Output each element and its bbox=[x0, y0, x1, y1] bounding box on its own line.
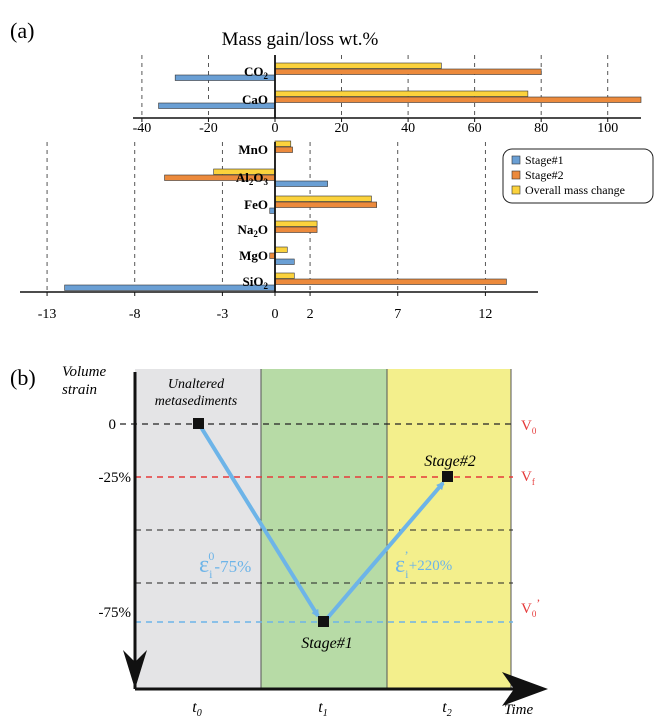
v-label-vf: Vf bbox=[521, 469, 535, 487]
y-tick-minus25: -25% bbox=[99, 470, 132, 486]
x-axis-label: Time bbox=[504, 702, 534, 717]
point-stage1 bbox=[318, 616, 329, 627]
bottom-category-label-2: FeO bbox=[244, 197, 268, 212]
top-tick-label-7: 100 bbox=[597, 121, 618, 136]
top-bar-1-series-1 bbox=[274, 96, 642, 103]
panel-b-label: (b) bbox=[10, 365, 36, 390]
v-label-v0-prime: V0’ bbox=[521, 596, 540, 619]
bottom-bar-4-series-0 bbox=[274, 258, 295, 265]
legend-label-stage1: Stage#1 bbox=[525, 153, 564, 167]
top-tick-label-5: 60 bbox=[468, 121, 482, 136]
stage2-label: Stage#2 bbox=[424, 453, 476, 470]
x-tick-t2: t2 bbox=[442, 699, 451, 717]
point-stage2 bbox=[442, 471, 453, 482]
arrow-stage1-to-stage2 bbox=[322, 481, 445, 624]
zone-label-line2: metasediments bbox=[155, 394, 238, 409]
top-tick-label-6: 80 bbox=[534, 121, 548, 136]
top-category-label-0: CO2 bbox=[244, 64, 269, 81]
x-tick-t0: t0 bbox=[192, 699, 201, 717]
bottom-category-label-1: Al2O3 bbox=[236, 170, 269, 187]
panel-a-label: (a) bbox=[10, 18, 34, 43]
legend-swatch-stage1 bbox=[511, 155, 521, 165]
bottom-bar-1-series-0 bbox=[274, 180, 328, 187]
legend-label-stage2: Stage#2 bbox=[525, 168, 564, 182]
arrow1-strain-label: εi0-75% bbox=[199, 549, 251, 581]
top-tick-label-3: 20 bbox=[335, 121, 349, 136]
legend-box bbox=[502, 148, 654, 204]
legend-swatch-stage2 bbox=[511, 170, 521, 180]
top-bar-chart: -40 -20 0 20 40 60 80 100 CO2 CaO bbox=[133, 55, 642, 136]
bottom-category-label-3: Na2O bbox=[237, 222, 268, 239]
top-bar-0-series-1 bbox=[274, 68, 542, 75]
top-tick-label-4: 40 bbox=[401, 121, 415, 136]
bottom-tick-label-6: 12 bbox=[478, 307, 492, 322]
bottom-tick-label-5: 7 bbox=[394, 307, 401, 322]
zone-stage1 bbox=[261, 369, 387, 689]
arrow-t0-to-stage1 bbox=[197, 422, 320, 618]
bottom-tick-label-0: -13 bbox=[38, 307, 57, 322]
top-tick-label-0: -40 bbox=[133, 121, 152, 136]
zone-stage2 bbox=[387, 369, 511, 689]
x-tick-t1: t1 bbox=[318, 699, 327, 717]
legend: Stage#1 Stage#2 Overall mass change bbox=[502, 148, 654, 204]
bottom-bar-4-series-2 bbox=[274, 246, 288, 253]
bottom-bar-2-series-2 bbox=[274, 195, 372, 202]
y-axis-label-line1: Volume bbox=[62, 364, 107, 380]
panel-a-title: Mass gain/loss wt.% bbox=[222, 29, 379, 50]
point-t0 bbox=[193, 418, 204, 429]
top-tick-label-1: -20 bbox=[199, 121, 218, 136]
y-tick-0: 0 bbox=[109, 417, 117, 433]
top-category-label-1: CaO bbox=[242, 92, 268, 107]
bottom-bar-2-series-1 bbox=[274, 201, 377, 208]
stage1-label: Stage#1 bbox=[301, 635, 353, 652]
bottom-bar-5-series-1 bbox=[274, 278, 507, 285]
arrow2-strain-label: εi’+220% bbox=[395, 548, 452, 581]
bottom-tick-label-3: 0 bbox=[272, 307, 279, 322]
bottom-tick-label-2: -3 bbox=[217, 307, 229, 322]
top-bar-1-series-2 bbox=[274, 90, 529, 97]
top-tick-label-2: 0 bbox=[272, 121, 279, 136]
v-label-v0: V0 bbox=[521, 418, 537, 436]
y-tick-minus75: -75% bbox=[99, 605, 132, 621]
bottom-bar-3-series-1 bbox=[274, 226, 318, 233]
bottom-tick-label-1: -8 bbox=[129, 307, 141, 322]
bottom-bar-5-series-2 bbox=[274, 272, 295, 279]
bottom-bar-0-series-1 bbox=[274, 146, 293, 153]
y-axis-label-line2: strain bbox=[62, 382, 97, 398]
bottom-bar-3-series-2 bbox=[274, 220, 318, 227]
bottom-bar-0-series-2 bbox=[274, 140, 292, 147]
bottom-category-label-0: MnO bbox=[238, 142, 268, 157]
bottom-category-label-4: MgO bbox=[239, 248, 268, 263]
top-bar-0-series-2 bbox=[274, 62, 442, 69]
zone-label-line1: Unaltered bbox=[168, 377, 225, 392]
legend-label-overall: Overall mass change bbox=[525, 183, 625, 197]
zone-unaltered bbox=[135, 369, 261, 689]
x-axis-arrow bbox=[502, 672, 548, 706]
bottom-tick-label-4: 2 bbox=[307, 307, 314, 322]
bottom-category-label-5: SiO2 bbox=[243, 274, 269, 291]
legend-swatch-overall bbox=[511, 185, 521, 195]
bottom-bar-chart: -13 -8 -3 0 2 7 12 MnO Al2O3 FeO Na2O MgO SiO2 bbox=[20, 140, 538, 322]
y-axis-arrow bbox=[123, 650, 147, 689]
